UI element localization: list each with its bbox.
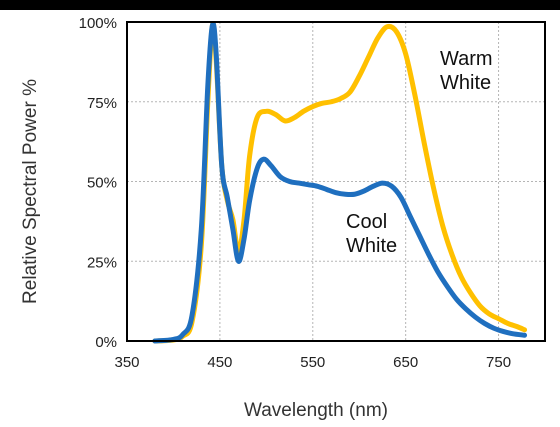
series-line-cool-white <box>152 21 528 344</box>
y-tick-label: 25% <box>87 254 117 271</box>
x-tick-label: 550 <box>300 354 325 371</box>
annotation-line: White <box>440 72 491 94</box>
grid-lines <box>127 22 545 341</box>
annotation-warm-white: Warm White <box>440 48 493 94</box>
y-tick-label: 75% <box>87 95 117 112</box>
x-tick-label: 350 <box>114 354 139 371</box>
top-border-bar <box>0 0 560 10</box>
annotation-line: Cool <box>346 211 387 233</box>
annotation-cool-white: Cool White <box>346 211 397 257</box>
y-axis-label: Relative Spectral Power % <box>20 79 41 304</box>
x-tick-label: 750 <box>486 354 511 371</box>
annotation-line: Warm <box>440 48 493 70</box>
series-lines <box>152 21 528 344</box>
tick-labels: 0% 25% 50% 75% 100% 350 450 550 650 750 <box>79 15 511 371</box>
x-tick-label: 450 <box>207 354 232 371</box>
plot-area-frame <box>126 21 546 342</box>
annotation-line: White <box>346 235 397 257</box>
y-tick-label: 0% <box>95 334 117 351</box>
x-axis-label: Wavelength (nm) <box>244 400 388 421</box>
y-tick-label: 100% <box>79 15 117 32</box>
y-tick-label: 50% <box>87 175 117 192</box>
x-tick-label: 650 <box>393 354 418 371</box>
